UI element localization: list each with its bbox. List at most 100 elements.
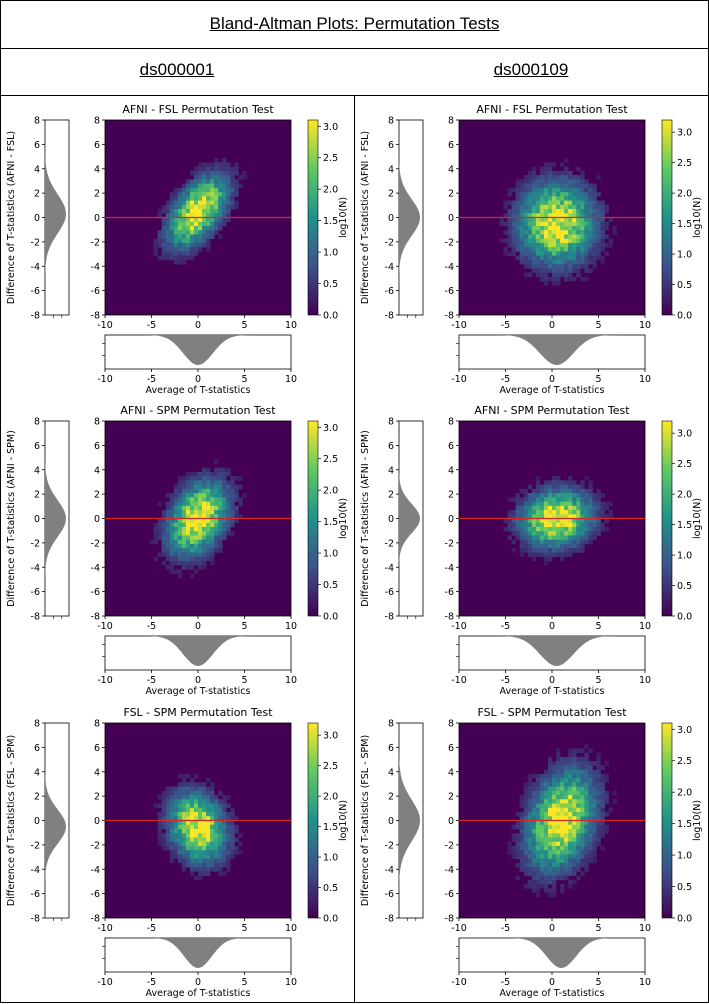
heatmap-cell (169, 539, 175, 545)
heatmap-cell (515, 824, 520, 830)
heatmap-cell (576, 264, 581, 269)
heatmap-cell (206, 497, 211, 502)
heatmap-cell (198, 213, 203, 218)
heatmap-cell (547, 782, 553, 787)
marginal-y-histogram (45, 421, 66, 616)
heatmap-cell (226, 467, 231, 473)
heatmap-cell (202, 786, 207, 792)
heatmap-cell (214, 183, 219, 189)
x-tick-label: -5 (147, 923, 156, 934)
heatmap-cell (503, 247, 508, 252)
heatmap-cell (584, 790, 589, 796)
heatmap-cell (177, 854, 183, 859)
heatmap-cell (543, 276, 549, 282)
heatmap-cell (198, 552, 203, 557)
heatmap-cell (523, 497, 529, 502)
heatmap-cell (185, 234, 191, 239)
marginal-y-tick-label: -6 (31, 587, 40, 598)
heatmap-cell (568, 192, 573, 197)
heatmap-cell (181, 786, 187, 792)
heatmap-cell (547, 204, 553, 210)
heatmap-cell (218, 833, 223, 838)
heatmap-cell (202, 795, 207, 800)
marginal-x-tick-label: -10 (451, 675, 467, 686)
heatmap-cell (218, 476, 223, 481)
heatmap-cell (161, 795, 166, 800)
heatmap-cell (576, 183, 581, 189)
heatmap-cell (519, 230, 524, 235)
heatmap-cell (572, 192, 577, 197)
heatmap-cell (214, 510, 219, 515)
heatmap-cell (210, 221, 215, 227)
heatmap-cell (507, 850, 512, 855)
heatmap-cell (552, 204, 557, 210)
heatmap-cell (214, 812, 219, 817)
heatmap-cell (547, 875, 553, 881)
heatmap-cell (153, 531, 158, 536)
heatmap-cell (193, 247, 199, 252)
heatmap-cell (547, 234, 553, 239)
marginal-y-tick-label: -2 (385, 538, 394, 549)
heatmap-cell (193, 480, 199, 485)
heatmap-cell (226, 166, 231, 172)
heatmap-cell (568, 518, 573, 524)
heatmap-cell (568, 501, 573, 507)
header-divider (0, 48, 709, 49)
heatmap-cell (604, 204, 609, 210)
heatmap-cell (580, 488, 585, 494)
heatmap-cell (592, 187, 597, 193)
heatmap-cell (564, 531, 569, 536)
heatmap-cell (531, 850, 537, 855)
heatmap-cell (568, 773, 573, 779)
colorbar-tick-label: 2.5 (323, 454, 338, 465)
heatmap-cell (161, 209, 166, 214)
heatmap-cell (206, 871, 211, 876)
heatmap-cell (580, 795, 585, 800)
heatmap-cell (181, 539, 187, 545)
heatmap-cell (556, 845, 561, 851)
heatmap-cell (165, 552, 170, 557)
heatmap-cell (535, 871, 541, 876)
heatmap-cell (531, 251, 537, 256)
heatmap-cell (222, 488, 227, 494)
heatmap-cell (560, 225, 565, 231)
heatmap-cell (210, 510, 215, 515)
heatmap-cell (193, 799, 199, 804)
heatmap-cell (202, 816, 207, 821)
heatmap-cell (238, 183, 243, 189)
heatmap-cell (535, 782, 541, 787)
heatmap-cell (210, 556, 215, 562)
heatmap-cell (519, 535, 524, 540)
heatmap-cell (596, 518, 601, 524)
heatmap-cell (572, 871, 577, 876)
heatmap-cell (222, 162, 227, 167)
heatmap-cell (523, 782, 529, 787)
heatmap-cell (210, 501, 215, 507)
heatmap-cell (189, 837, 195, 842)
heatmap-cell (226, 209, 231, 214)
heatmap-cell (592, 786, 597, 792)
heatmap-cell (568, 255, 573, 261)
heatmap-cell (173, 522, 179, 528)
heatmap-cell (527, 251, 533, 256)
heatmap-cell (572, 213, 577, 218)
heatmap-cell (222, 871, 227, 876)
heatmap-cell (568, 251, 573, 256)
heatmap-cell (592, 803, 597, 809)
heatmap-cell (568, 845, 573, 851)
heatmap-cell (173, 196, 179, 201)
heatmap-cell (153, 556, 158, 562)
marginal-x-histogram (459, 938, 645, 968)
heatmap-cell (161, 514, 166, 519)
colorbar-tick-label: 1.0 (677, 851, 692, 862)
heatmap-cell (543, 259, 549, 265)
heatmap-cell (230, 179, 235, 184)
heatmap-cell (572, 845, 577, 851)
marginal-x-tick-label: 10 (285, 675, 297, 686)
heatmap-cell (210, 493, 215, 498)
heatmap-cell (515, 213, 520, 218)
heatmap-cell (238, 484, 243, 490)
heatmap-cell (222, 187, 227, 193)
y-axis-label: Difference of T-statistics (AFNI - SPM) (6, 430, 17, 607)
colorbar-tick-label: 1.5 (677, 219, 692, 230)
